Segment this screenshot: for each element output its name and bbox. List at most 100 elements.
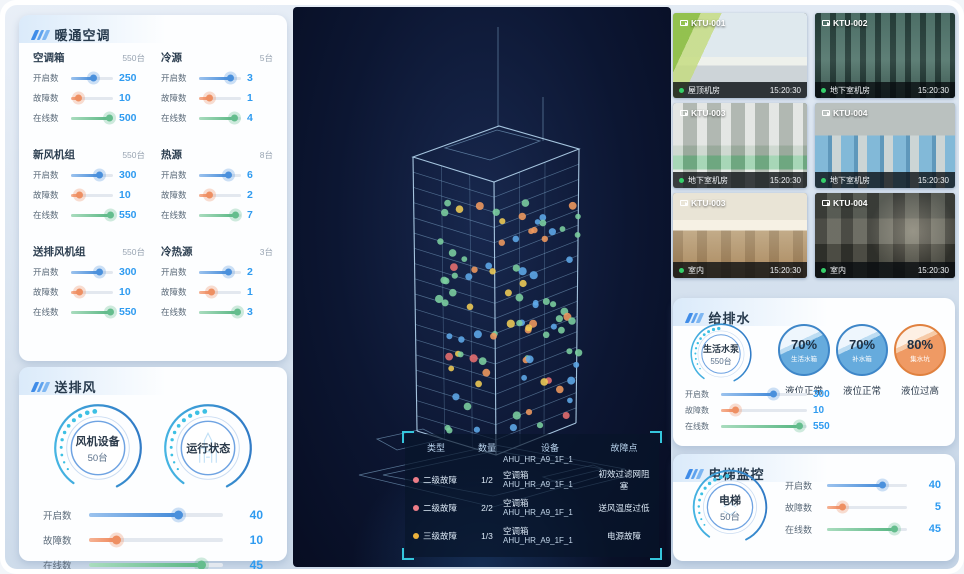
camera-status-bar: 室内 15:20:30 (673, 262, 807, 278)
fault-row[interactable]: 三级故障 1/3 空调箱 AHU_HR_A9_1F_1 电源故障 (413, 522, 651, 550)
device-code: AHU_HR_A9_1F_1 (503, 480, 573, 490)
metric-row: 故障数 5 (785, 496, 941, 518)
camera-tile[interactable]: KTU-001 屋顶机房 15:20:30 (673, 13, 807, 98)
panel-water: 给排水 生活水泵 550台 70% 生活水箱 液位正常 70% 补水箱 液位正常… (673, 298, 955, 446)
panel-title: 暖通空调 (54, 28, 111, 43)
metric-value: 2 (247, 189, 253, 201)
metric-slider-thumb (879, 481, 886, 489)
metric-label: 开启数 (161, 267, 187, 277)
panel-elevator: 电梯监控 电梯 50台 开启数 40 故障数 5 (673, 454, 955, 561)
metric-label: 开启数 (685, 389, 709, 399)
tank-percent: 70% (790, 337, 818, 352)
metric-value: 5 (934, 501, 941, 513)
metric-label: 开启数 (33, 73, 59, 83)
metric-slider-track (199, 74, 241, 82)
camera-icon (680, 20, 688, 26)
device-code: AHU_HR_A9_1F_1 (503, 508, 573, 518)
tank-level-circle: 70% 补水箱 (836, 324, 888, 376)
metric-slider-thumb (112, 535, 122, 544)
metric-slider-fill (71, 114, 113, 122)
metric-slider-track (89, 510, 223, 519)
building-icon (199, 432, 218, 463)
gauge-dotted-arc (59, 408, 97, 471)
gauge-label: 运行状态 (186, 443, 231, 455)
metric-value: 10 (119, 92, 131, 104)
fault-device-cell: 空调箱 AHU_HR_A9_1F_1 (503, 526, 597, 547)
metric-slider-track (89, 560, 223, 569)
tank-status: 液位正常 (842, 386, 881, 397)
metric-slider-track (199, 114, 241, 122)
slashes-icon (30, 29, 50, 40)
camera-id-overlay: KTU-004 (822, 108, 867, 118)
metric-row: 在线数 4 (161, 108, 273, 128)
camera-tile[interactable]: KTU-003 室内 15:20:30 (673, 193, 807, 278)
group-name: 冷源 (161, 52, 182, 64)
tank-status: 液位正常 (784, 386, 823, 397)
metric-slider-fill (827, 503, 846, 511)
metric-slider-fill (71, 308, 114, 316)
camera-status-bar: 地下室机房 15:20:30 (815, 172, 955, 188)
metric-row: 开启数 3 (161, 68, 273, 88)
metric-slider-track (71, 171, 113, 179)
group-name: 空调箱 (33, 52, 65, 64)
metric-row: 开启数 2 (161, 262, 273, 282)
metric-value: 250 (119, 72, 137, 84)
group-header: 热源 8台 (161, 147, 273, 162)
panel-header: 送排风 (30, 377, 273, 396)
camera-tile[interactable]: KTU-004 室内 15:20:30 (815, 193, 955, 278)
metric-slider-track (721, 422, 807, 430)
metric-row: 在线数 7 (161, 205, 273, 225)
camera-tile[interactable]: KTU-003 地下室机房 15:20:30 (673, 103, 807, 188)
camera-grid: KTU-001 屋顶机房 15:20:30 KTU-002 地下室机房 15:2… (673, 13, 955, 278)
metric-slider-thumb (205, 94, 213, 102)
metric-label: 故障数 (685, 405, 709, 415)
metric-label: 开启数 (33, 267, 59, 277)
tank-name: 补水箱 (852, 356, 872, 363)
metric-slider-fill (827, 481, 886, 489)
fault-row[interactable]: 二级故障 2/2 空调箱 AHU_HR_A9_1F_1 送风温度过低 (413, 494, 651, 522)
camera-tile[interactable]: KTU-004 地下室机房 15:20:30 (815, 103, 955, 188)
fault-type-cell: 二级故障 (413, 474, 471, 486)
metric-value: 10 (119, 286, 131, 298)
camera-timestamp: 15:20:30 (917, 85, 949, 95)
metric-label: 故障数 (161, 287, 187, 297)
metric-slider-track (89, 535, 223, 544)
equipment-group: 冷源 5台 开启数 3 故障数 1 在线数 4 (161, 50, 273, 128)
equipment-group: 冷热源 3台 开启数 2 故障数 1 在线数 3 (161, 244, 273, 322)
metric-slider-fill (199, 94, 213, 102)
metric-slider-track (827, 525, 907, 533)
metric-row: 在线数 45 (43, 552, 263, 569)
camera-id: KTU-001 (691, 18, 726, 28)
group-name: 送排风机组 (33, 246, 86, 258)
metric-slider-track (827, 503, 907, 511)
metric-row: 开启数 250 (33, 68, 145, 88)
metric-slider-thumb (75, 94, 83, 102)
water-sliders: 开启数 300 故障数 10 在线数 550 (685, 386, 839, 434)
fault-type: 三级故障 (423, 531, 458, 541)
device-type: 空调箱 (503, 469, 529, 480)
metric-slider-fill (199, 211, 239, 219)
gauge-count: 50台 (719, 511, 741, 523)
metric-value: 7 (247, 209, 253, 221)
metric-value: 45 (928, 523, 941, 535)
camera-id: KTU-003 (691, 108, 726, 118)
metric-value: 300 (813, 388, 830, 400)
severity-dot (413, 477, 419, 483)
camera-status-bar: 室内 15:20:30 (815, 262, 955, 278)
camera-location: 地下室机房 (830, 85, 870, 95)
gauge-ring (690, 323, 752, 385)
metric-row: 开启数 40 (785, 474, 941, 496)
camera-icon (822, 200, 830, 206)
camera-icon (822, 20, 830, 26)
metric-slider-track (199, 171, 241, 179)
fault-row[interactable]: 二级故障 1/2 空调箱 AHU_HR_A9_1F_1 初效过滤网阻塞 (413, 466, 651, 494)
metric-slider-track (199, 211, 241, 219)
water-pump-gauge: 生活水泵 550台 (689, 322, 753, 386)
group-name: 热源 (161, 149, 182, 161)
camera-tile[interactable]: KTU-002 地下室机房 15:20:30 (815, 13, 955, 98)
camera-location: 室内 (688, 265, 704, 275)
metric-label: 开启数 (785, 480, 813, 491)
metric-slider-thumb (207, 288, 215, 296)
dashboard-canvas: 暖通空调 空调箱 550台 开启数 250 故障数 10 在线数 5 (5, 5, 959, 569)
